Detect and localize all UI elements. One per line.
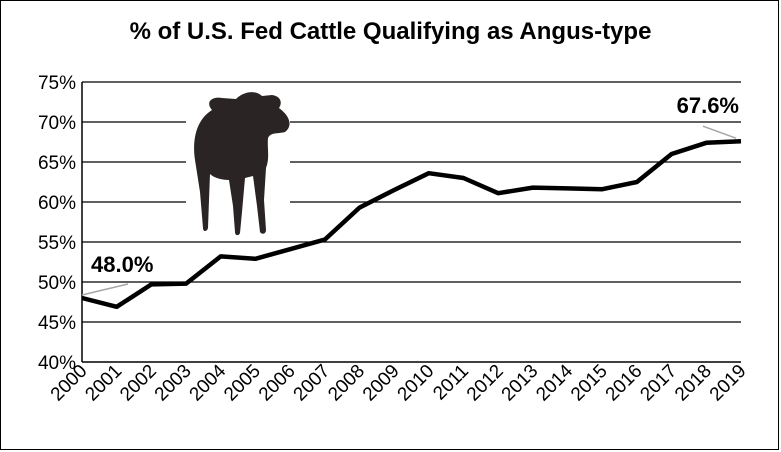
x-tick-label: 2009 [359,361,404,406]
x-tick-label: 2006 [255,361,300,406]
y-tick-label: 60% [38,193,76,214]
y-tick-label: 55% [38,233,76,254]
y-axis-ticks: 40% 45% 50% 55% 60% 65% 70% 75% [38,73,76,374]
leader-line [702,125,737,139]
data-label: 48.0% [91,252,153,277]
x-tick-label: 2008 [324,361,369,406]
x-tick-label: 2010 [394,361,439,406]
x-tick-label: 2002 [116,361,161,406]
annotation-leader-lines [81,125,737,296]
y-tick-label: 40% [38,353,76,374]
cow-silhouette-icon [186,86,290,238]
y-tick-label: 70% [38,113,76,134]
x-tick-label: 2017 [636,361,681,406]
x-tick-label: 2001 [81,361,126,406]
x-tick-label: 2016 [602,361,647,406]
chart-title: % of U.S. Fed Cattle Qualifying as Angus… [129,18,652,45]
gridlines [81,81,741,363]
y-tick-label: 50% [38,273,76,294]
series-line [81,138,742,310]
x-tick-label: 2004 [186,360,231,405]
x-tick-label: 2003 [151,361,196,406]
x-tick-label: 2012 [463,361,508,406]
y-tick-label: 75% [38,73,76,94]
leader-line [81,283,129,296]
annotations: 48.0% 67.6% [91,93,739,277]
data-label: 67.6% [677,93,739,118]
y-tick-label: 65% [38,153,76,174]
x-tick-label: 2018 [671,361,716,406]
y-tick-label: 45% [38,313,76,334]
x-tick-label: 2011 [429,361,473,405]
x-tick-label: 2015 [567,361,612,406]
x-tick-label: 2013 [498,361,543,406]
x-tick-label: 2014 [532,360,577,405]
x-axis-ticks: 2000200120022003200420052006200720082009… [47,360,751,405]
x-tick-label: 2007 [290,361,335,406]
x-tick-label: 2019 [706,361,751,406]
x-tick-label: 2005 [220,361,265,406]
